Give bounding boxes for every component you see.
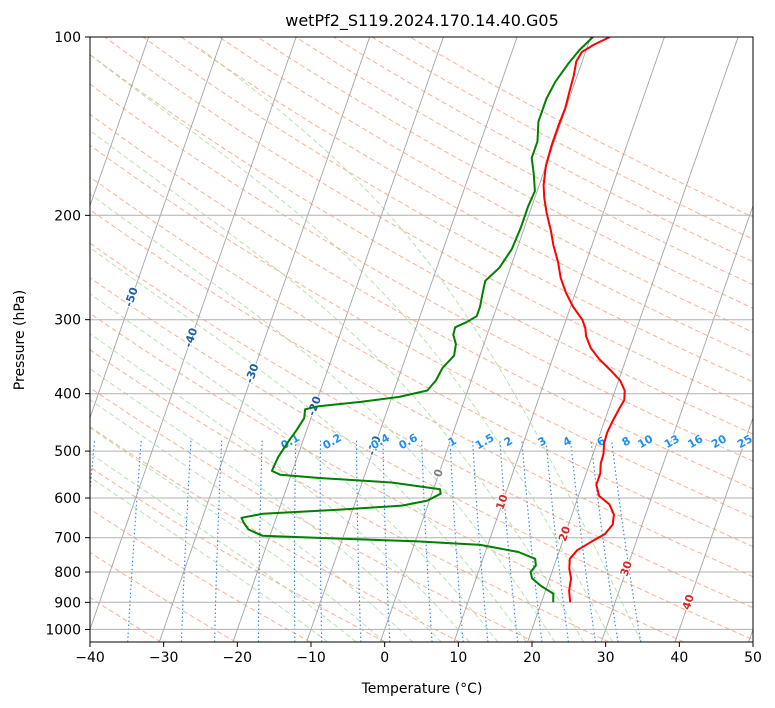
dry-adiabat [104, 37, 753, 409]
x-tick-label: 40 [670, 650, 688, 666]
y-tick-label: 200 [54, 208, 81, 224]
isotherm-line [90, 37, 297, 631]
moist-adiabat [90, 399, 414, 642]
dry-adiabat [371, 37, 753, 240]
x-axis-label: Temperature (°C) [361, 681, 483, 697]
x-tick-label: 20 [523, 650, 541, 666]
mixing-ratio-line [472, 440, 489, 642]
plot-frame [89, 36, 754, 643]
pressure-gridlines [90, 37, 753, 630]
mixing-ratio-line [421, 440, 433, 642]
mixing-ratio-line [180, 440, 192, 642]
mixing-ratio-line [355, 440, 362, 642]
y-tick-label: 1000 [45, 622, 81, 638]
profile-lines [240, 37, 626, 603]
x-tick-label: 30 [597, 650, 615, 666]
isotherm-line [527, 37, 739, 642]
isotherm-line [90, 37, 150, 208]
dry-adiabat [180, 37, 753, 358]
moist-adiabat [198, 46, 642, 642]
isotherm-line [158, 37, 371, 642]
dry-adiabat [90, 277, 753, 641]
y-tick-label: 800 [54, 565, 81, 581]
dry-adiabat [90, 426, 460, 642]
chart-title: wetPf2_S119.2024.170.14.40.G05 [285, 11, 559, 31]
mixing-ratio-line [521, 440, 543, 642]
moist-adiabat [90, 452, 357, 642]
mixing-ratio-line [570, 440, 597, 642]
background-lines [90, 37, 753, 642]
x-tick-label: −20 [223, 650, 253, 666]
dry-adiabat [90, 54, 753, 435]
isotherm-value-label: 30 [618, 559, 635, 578]
isotherm-line [674, 416, 753, 642]
dry-adiabat [90, 113, 753, 490]
moist-adiabat [90, 193, 556, 642]
moist-adiabat [90, 368, 442, 642]
x-tick-label: −10 [296, 650, 326, 666]
axes: −40 −30 −20 −10 0 10 20 30 40 50 100 200 300 400 500 60… [45, 30, 762, 666]
isotherm-value-label: 20 [556, 524, 573, 543]
dry-adiabat [90, 144, 753, 518]
moist-adiabat [90, 427, 385, 642]
moist-adiabat [90, 54, 613, 642]
mixing-ratio-line [127, 440, 142, 642]
x-tick-label: 0 [380, 650, 389, 666]
dry-adiabat [142, 37, 753, 383]
y-tick-label: 600 [54, 491, 81, 507]
isotherm-line [600, 204, 753, 642]
y-tick-label: 900 [54, 595, 81, 611]
mixing-ratio-line [499, 440, 519, 642]
isotherm-line [453, 37, 665, 642]
dry-adiabat [90, 387, 535, 642]
isotherm-value-label: 40 [680, 592, 697, 611]
isotherm-line [90, 37, 223, 420]
y-tick-label: 400 [54, 387, 81, 403]
dewpoint-profile [240, 37, 594, 603]
y-tick-label: 100 [54, 30, 81, 46]
dry-adiabat [90, 83, 753, 462]
mixing-ratio-line [214, 440, 223, 642]
isotherm-value-label: 10 [493, 492, 510, 511]
mixing-ratio-line [257, 440, 263, 642]
dry-adiabat [333, 37, 753, 263]
y-tick-label: 500 [54, 444, 81, 460]
temperature-profile [542, 37, 626, 603]
x-tick-label: 50 [744, 650, 762, 666]
mixing-ratio-line [611, 440, 642, 642]
y-tick-label: 700 [54, 531, 81, 547]
x-tick-label: 10 [449, 650, 467, 666]
mixing-ratio-line [319, 440, 323, 642]
x-tick-label: −40 [75, 650, 105, 666]
dry-adiabat [90, 312, 685, 642]
x-tick-label: −30 [149, 650, 179, 666]
moist-adiabat [90, 333, 470, 642]
y-axis-label: Pressure (hPa) [12, 290, 28, 390]
dry-adiabat [90, 209, 753, 578]
mixing-ratio-line [293, 440, 297, 642]
dry-adiabat [219, 37, 753, 333]
moist-adiabat [90, 293, 499, 642]
mixing-ratio-line [449, 440, 464, 642]
y-tick-label: 300 [54, 313, 81, 329]
isotherm-line [306, 37, 518, 642]
moist-adiabat [90, 247, 527, 642]
mixing-ratio-line [545, 440, 569, 642]
isotherm-line [232, 37, 444, 642]
